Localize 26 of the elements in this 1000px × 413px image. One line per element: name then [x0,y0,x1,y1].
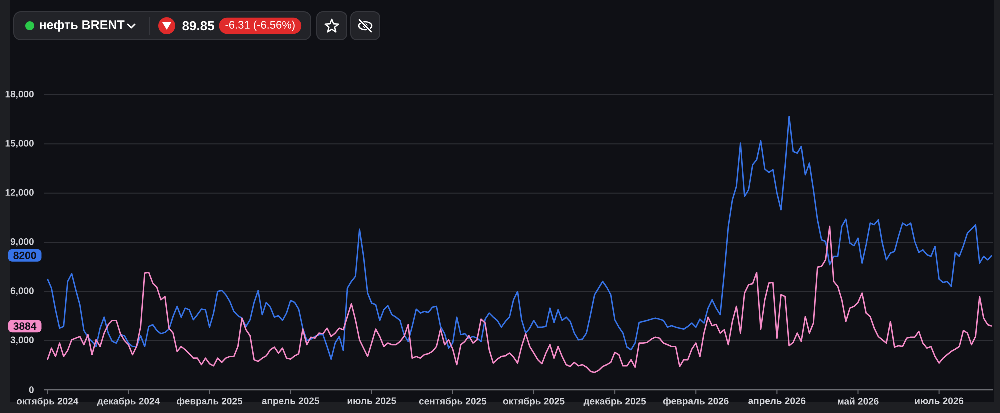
annotation: 3884 [14,322,37,330]
y-tick-label: 12,000 [6,189,34,198]
x-tick-label: февраль 2026 [663,398,729,407]
annotation: 8200 [14,252,36,260]
x-tick-label: апрель 2026 [748,398,806,406]
x-tick-label: декабрь 2025 [584,398,646,407]
text: 89.85 [182,21,214,31]
chart-title: нефть BRENT [40,20,125,32]
x-tick-label: июль 2025 [348,398,396,404]
y-tick-label: 0 [29,386,34,394]
x-tick-label: сентябрь 2025 [419,398,487,407]
line-series [46,116,993,360]
line-series [46,226,993,374]
y-tick-label: 9,000 [10,238,34,247]
x-tick-label: февраль 2025 [177,398,243,407]
x-tick-label: декабрь 2024 [97,398,160,407]
y-tick-label: 6,000 [10,288,34,296]
y-tick-label: 3,000 [10,336,34,345]
text: -6.31 (-6.56%) [226,20,295,32]
x-tick-label: октябрь 2024 [17,398,79,407]
x-tick-label: май 2026 [838,398,879,405]
x-tick-label: июль 2026 [915,398,964,404]
x-tick-label: апрель 2025 [262,398,320,406]
x-tick-label: октябрь 2025 [503,398,565,407]
y-tick-label: 18,000 [6,90,34,100]
y-tick-label: 15,000 [6,140,34,148]
